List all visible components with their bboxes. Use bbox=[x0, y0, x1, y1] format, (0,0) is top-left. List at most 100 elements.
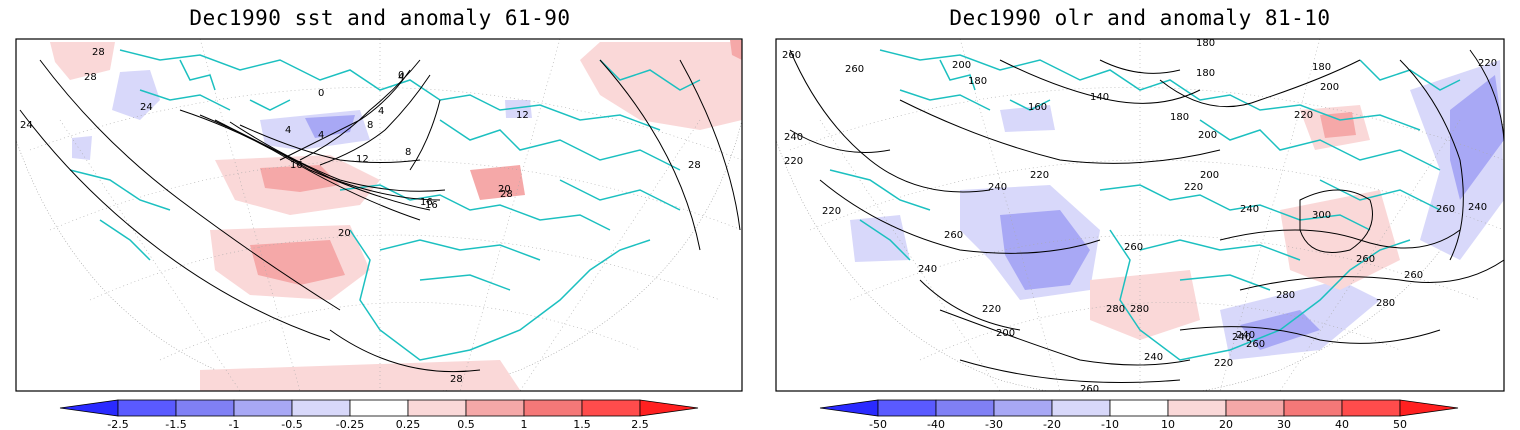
colorbar-tick-label: 1 bbox=[521, 418, 528, 430]
colorbar-tick-label: 20 bbox=[1219, 418, 1233, 430]
contour-label: 240 bbox=[1468, 202, 1487, 213]
colorbar-tick-label: 0.5 bbox=[457, 418, 475, 430]
olr-map-title: Dec1990 olr and anomaly 81-10 bbox=[949, 6, 1331, 30]
colorbar-tick-label: 40 bbox=[1335, 418, 1349, 430]
contour-label: 220 bbox=[784, 156, 803, 167]
sst-anomaly-warm-equatorial bbox=[200, 360, 520, 391]
contour-label: 16 bbox=[425, 200, 438, 211]
contour-label: 240 bbox=[1240, 204, 1259, 215]
colorbar-tick-label: 1.5 bbox=[573, 418, 591, 430]
olr-contours bbox=[789, 49, 1504, 383]
contour-label: 260 bbox=[1356, 254, 1375, 265]
contour-label: 180 bbox=[1312, 62, 1331, 73]
contour-label: 16 bbox=[290, 160, 303, 171]
contour-label: 240 bbox=[988, 182, 1007, 193]
olr-graticule bbox=[789, 39, 1504, 391]
contour-label: 28 bbox=[92, 47, 105, 58]
contour-label: 0 bbox=[318, 88, 324, 99]
contour-label: 200 bbox=[1320, 82, 1339, 93]
contour-label: 300 bbox=[1312, 210, 1331, 221]
olr-panel: Dec1990 olr and anomaly 81-10 bbox=[760, 0, 1520, 430]
colorbar-tick-label: 10 bbox=[1161, 418, 1175, 430]
contour-label: 4 bbox=[398, 72, 404, 83]
contour-label: 200 bbox=[1198, 130, 1217, 141]
sst-anomaly-shading bbox=[50, 40, 742, 391]
contour-label: 4 bbox=[285, 125, 291, 136]
colorbar-tick-label: 0.25 bbox=[396, 418, 421, 430]
contour-label: 200 bbox=[1200, 170, 1219, 181]
contour-label: 160 bbox=[1028, 102, 1047, 113]
contour-label: 260 bbox=[782, 50, 801, 61]
sst-anomaly-cool-spot bbox=[72, 136, 92, 160]
contour-label: 240 bbox=[1236, 330, 1255, 341]
olr-anomaly-low-west bbox=[850, 215, 910, 262]
colorbar-tick-label: 2.5 bbox=[631, 418, 649, 430]
colorbar-tick-label: -30 bbox=[985, 418, 1003, 430]
sst-colorbar: -2.5 -1.5 -1 -0.5 -0.25 0.25 0.5 1 1.5 2… bbox=[59, 399, 699, 430]
colorbar-tick-label: -1 bbox=[229, 418, 240, 430]
colorbar-tick-label: -10 bbox=[1101, 418, 1119, 430]
contour-label: 260 bbox=[1080, 384, 1099, 395]
colorbar-tick-label: -0.25 bbox=[336, 418, 364, 430]
olr-anomaly-low-atlantic-strong bbox=[1000, 210, 1090, 290]
sst-map-title: Dec1990 sst and anomaly 61-90 bbox=[189, 6, 571, 30]
contour-label: 180 bbox=[1196, 38, 1215, 49]
contour-label: 280 bbox=[1276, 290, 1295, 301]
colorbar-tick-label: -50 bbox=[869, 418, 887, 430]
contour-label: 180 bbox=[968, 76, 987, 87]
contour-label: 24 bbox=[20, 120, 33, 131]
contour-label: 260 bbox=[1124, 242, 1143, 253]
sst-graticule bbox=[29, 39, 742, 391]
contour-label: 8 bbox=[405, 147, 411, 158]
sst-map-frame bbox=[15, 38, 743, 392]
contour-label: 260 bbox=[1436, 204, 1455, 215]
contour-label: 280 bbox=[1106, 304, 1125, 315]
olr-colorbar: -50 -40 -30 -20 -10 10 20 30 40 50 bbox=[819, 399, 1459, 430]
contour-label: 220 bbox=[1030, 170, 1049, 181]
contour-label: 220 bbox=[1294, 110, 1313, 121]
sst-anomaly-warm-north bbox=[50, 42, 115, 80]
contour-label: 240 bbox=[1232, 332, 1251, 343]
contour-label: 0 bbox=[398, 70, 404, 81]
contour-label: 200 bbox=[996, 328, 1015, 339]
olr-anomaly-high-ne-strong bbox=[1320, 112, 1356, 138]
contour-label: 140 bbox=[1090, 92, 1109, 103]
sst-panel: Dec1990 sst and anomaly 61-90 bbox=[15, 6, 743, 430]
sst-anomaly-warm-ne-strong bbox=[730, 40, 742, 60]
olr-map: 260 260 200 180 160 140 180 180 180 200 … bbox=[775, 38, 1505, 430]
olr-anomaly-high-africa bbox=[1090, 270, 1200, 340]
sst-map: 28 28 24 24 0 4 4 8 12 16 16 20 20 28 28… bbox=[15, 38, 743, 430]
contour-label: 20 bbox=[338, 228, 351, 239]
contour-label: 280 bbox=[1130, 304, 1149, 315]
contour-label: 28 bbox=[84, 72, 97, 83]
colorbar-tick-label: -20 bbox=[1043, 418, 1061, 430]
contour-label: 12 bbox=[356, 154, 369, 165]
contour-label: 180 bbox=[1170, 112, 1189, 123]
contour-label: 260 bbox=[845, 64, 864, 75]
contour-label: 280 bbox=[1376, 298, 1395, 309]
sst-contours bbox=[19, 59, 741, 373]
colorbar-tick-label: -40 bbox=[927, 418, 945, 430]
contour-label: 260 bbox=[1246, 339, 1265, 350]
contour-label: 20 bbox=[498, 184, 511, 195]
colorbar-tick-label: 50 bbox=[1393, 418, 1407, 430]
olr-anomaly-low-north bbox=[1000, 105, 1055, 132]
olr-coastlines bbox=[829, 49, 1461, 361]
contour-label: 12 bbox=[516, 110, 529, 121]
contour-label: 28 bbox=[450, 374, 463, 385]
sst-anomaly-warm-south-strong bbox=[250, 240, 345, 285]
contour-label: 240 bbox=[918, 264, 937, 275]
olr-anomaly-low-east-strong bbox=[1450, 75, 1504, 200]
contour-label: 220 bbox=[1214, 358, 1233, 369]
olr-anomaly-shading bbox=[850, 60, 1504, 360]
contour-label: 16 bbox=[420, 197, 433, 208]
sst-anomaly-cool-baltic bbox=[505, 100, 532, 118]
colorbar-tick-label: -2.5 bbox=[107, 418, 128, 430]
contour-label: 200 bbox=[952, 60, 971, 71]
contour-label: 220 bbox=[982, 304, 1001, 315]
contour-label: 180 bbox=[1196, 68, 1215, 79]
contour-label: 260 bbox=[944, 230, 963, 241]
olr-map-frame bbox=[775, 38, 1505, 392]
contour-label: 220 bbox=[1478, 58, 1497, 69]
sst-anomaly-cool-shelf-strong bbox=[305, 115, 355, 138]
